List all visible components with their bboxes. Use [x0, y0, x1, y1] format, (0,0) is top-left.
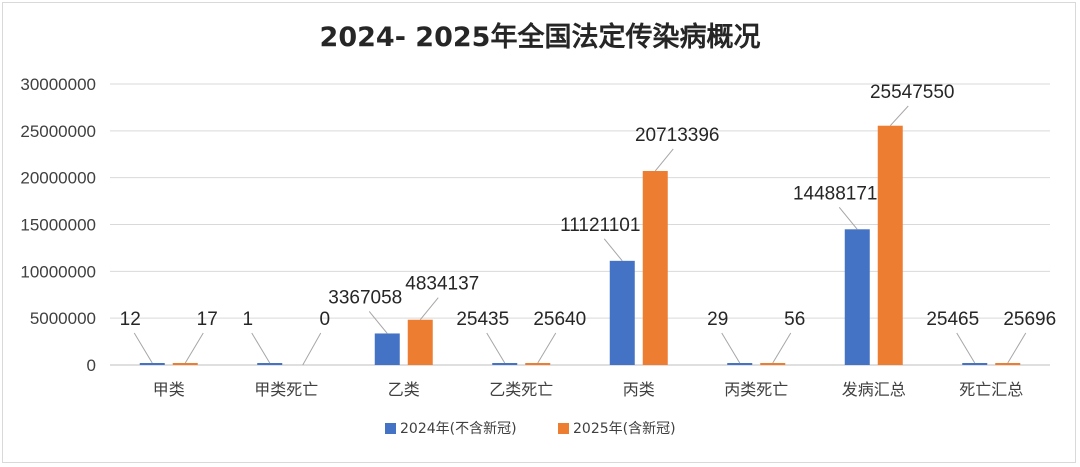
data-label: 14488171 [793, 183, 878, 204]
label-leader-line [889, 105, 909, 127]
label-leader-line [251, 332, 271, 364]
label-leader-line [302, 332, 322, 366]
y-axis: 0 5000000 10000000 15000000 20000000 25000000… [20, 75, 96, 375]
data-label: 25640 [533, 309, 586, 330]
bar-series-2 [407, 319, 433, 365]
x-tick-label: 甲类 [153, 380, 185, 399]
bar-series-1 [139, 363, 165, 365]
y-tick-label: 30000000 [20, 75, 96, 94]
data-label: 25465 [926, 309, 979, 330]
label-leader-line [721, 332, 741, 364]
x-axis: 甲类 甲类死亡 乙类 乙类死亡 丙类 丙类死亡 发病汇总 死亡汇总 [153, 380, 1024, 399]
label-leader-line [419, 297, 439, 321]
label-leader-line [956, 332, 976, 364]
x-tick-label: 死亡汇总 [959, 380, 1023, 399]
chart-title: 2024- 2025年全国法定传染病概况 [320, 21, 761, 53]
data-label: 1 [242, 309, 253, 330]
x-tick-label: 发病汇总 [842, 380, 906, 399]
x-tick-label: 乙类 [388, 380, 420, 399]
data-label: 56 [784, 309, 805, 330]
bars [139, 125, 1021, 365]
bar-series-2 [995, 363, 1021, 365]
bar-series-2 [525, 363, 551, 365]
data-label: 20713396 [635, 125, 720, 146]
legend-swatch [385, 423, 396, 434]
y-tick-label: 0 [87, 356, 96, 375]
label-leader-line [1007, 332, 1027, 364]
label-leader-line [368, 311, 388, 334]
bar-series-2 [642, 170, 668, 365]
data-label: 25435 [456, 309, 509, 330]
x-tick-label: 乙类死亡 [489, 380, 553, 399]
label-leader-line [486, 332, 506, 364]
label-leader-line [603, 238, 623, 262]
data-label: 0 [319, 309, 330, 330]
legend-label: 2025年(含新冠) [573, 421, 676, 437]
data-label: 12 [120, 309, 141, 330]
bar-series-1 [727, 363, 753, 365]
y-tick-label: 10000000 [20, 262, 96, 281]
data-labels: 12 1 3367058 25435 11121101 29 14488171 25465 17… [120, 82, 1056, 330]
data-label: 17 [197, 309, 218, 330]
bar-series-1 [374, 333, 400, 365]
data-label: 25547550 [870, 82, 955, 103]
bar-series-1 [257, 363, 283, 365]
label-leader-line [184, 332, 204, 364]
y-tick-label: 5000000 [30, 309, 96, 328]
bar-series-1 [844, 229, 870, 365]
data-label: 11121101 [560, 215, 640, 236]
label-leader-line [133, 332, 153, 364]
x-tick-label: 丙类死亡 [724, 380, 788, 399]
label-leader-line [537, 332, 557, 364]
bar-series-1 [609, 260, 635, 365]
data-label: 4834137 [405, 274, 479, 295]
bar-series-1 [962, 363, 988, 365]
x-tick-label: 丙类 [623, 380, 655, 399]
y-tick-label: 15000000 [20, 216, 96, 235]
data-label: 3367058 [328, 287, 402, 308]
legend-swatch [558, 423, 569, 434]
label-leader-lines [133, 105, 1027, 366]
legend: 2024年(不含新冠) 2025年(含新冠) [385, 421, 676, 437]
bar-series-2 [172, 363, 198, 365]
y-tick-label: 20000000 [20, 169, 96, 188]
label-leader-line [654, 148, 674, 172]
x-tick-label: 甲类死亡 [254, 380, 318, 399]
data-label: 29 [707, 309, 728, 330]
bar-series-1 [492, 363, 518, 365]
label-leader-line [772, 332, 792, 364]
bar-series-2 [760, 363, 786, 365]
y-tick-label: 25000000 [20, 122, 96, 141]
bar-series-2 [877, 125, 903, 365]
data-label: 25696 [1003, 309, 1056, 330]
label-leader-line [838, 206, 858, 230]
legend-label: 2024年(不含新冠) [400, 421, 517, 437]
